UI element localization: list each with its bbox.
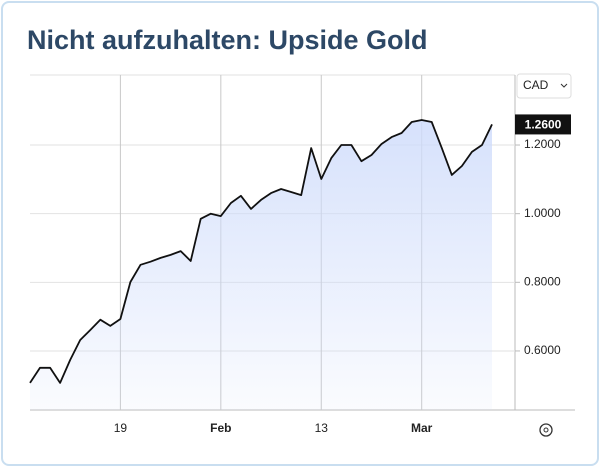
- dropdown-arrow: [560, 83, 568, 88]
- area: [30, 120, 492, 410]
- last-price-tag: [515, 114, 571, 135]
- y-tick-label: 0.8000: [524, 274, 561, 288]
- currency-label: CAD: [523, 78, 549, 92]
- x-tick-label: Feb: [210, 421, 231, 435]
- y-tick-label: 0.6000: [524, 343, 561, 357]
- y-tick-label: 1.0000: [524, 206, 561, 220]
- x-tick-label: 13: [315, 421, 329, 435]
- x-tick-label: Mar: [411, 421, 433, 435]
- chart-title: Nicht aufzuhalten: Upside Gold: [27, 25, 428, 55]
- settings-icon[interactable]: [539, 423, 553, 437]
- price-line: [29, 119, 493, 384]
- y-tick-label: 1.2000: [524, 137, 561, 151]
- x-tick-label: 19: [114, 421, 128, 435]
- last-price-label: 1.2600: [525, 118, 562, 132]
- currency-select[interactable]: [516, 73, 572, 99]
